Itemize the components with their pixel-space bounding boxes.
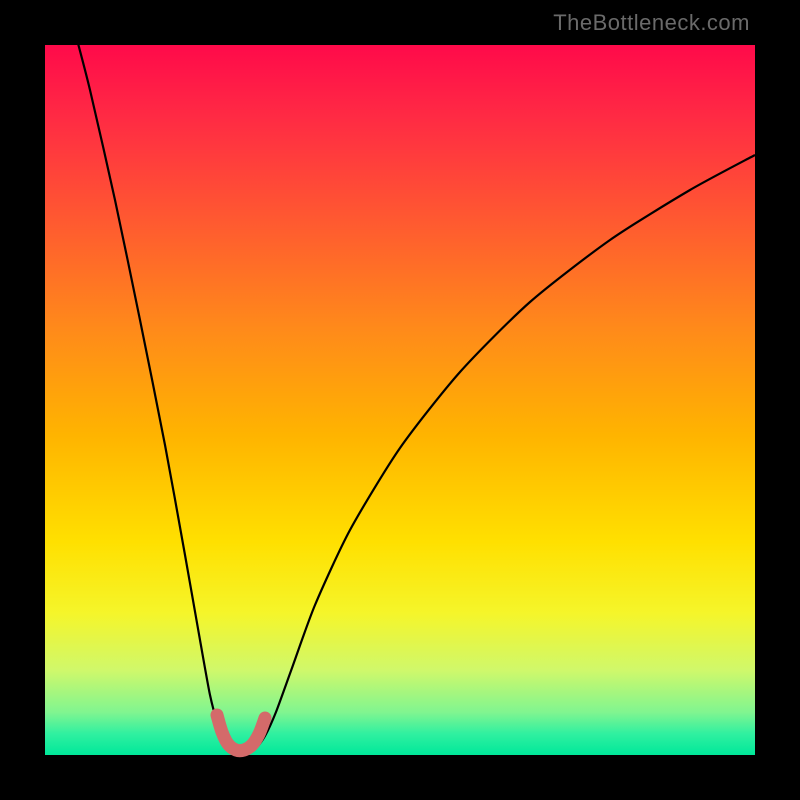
v-curve-line [75,32,755,753]
chart-container: TheBottleneck.com [0,0,800,800]
chart-svg [0,0,800,800]
bottom-u-marker [217,715,265,751]
